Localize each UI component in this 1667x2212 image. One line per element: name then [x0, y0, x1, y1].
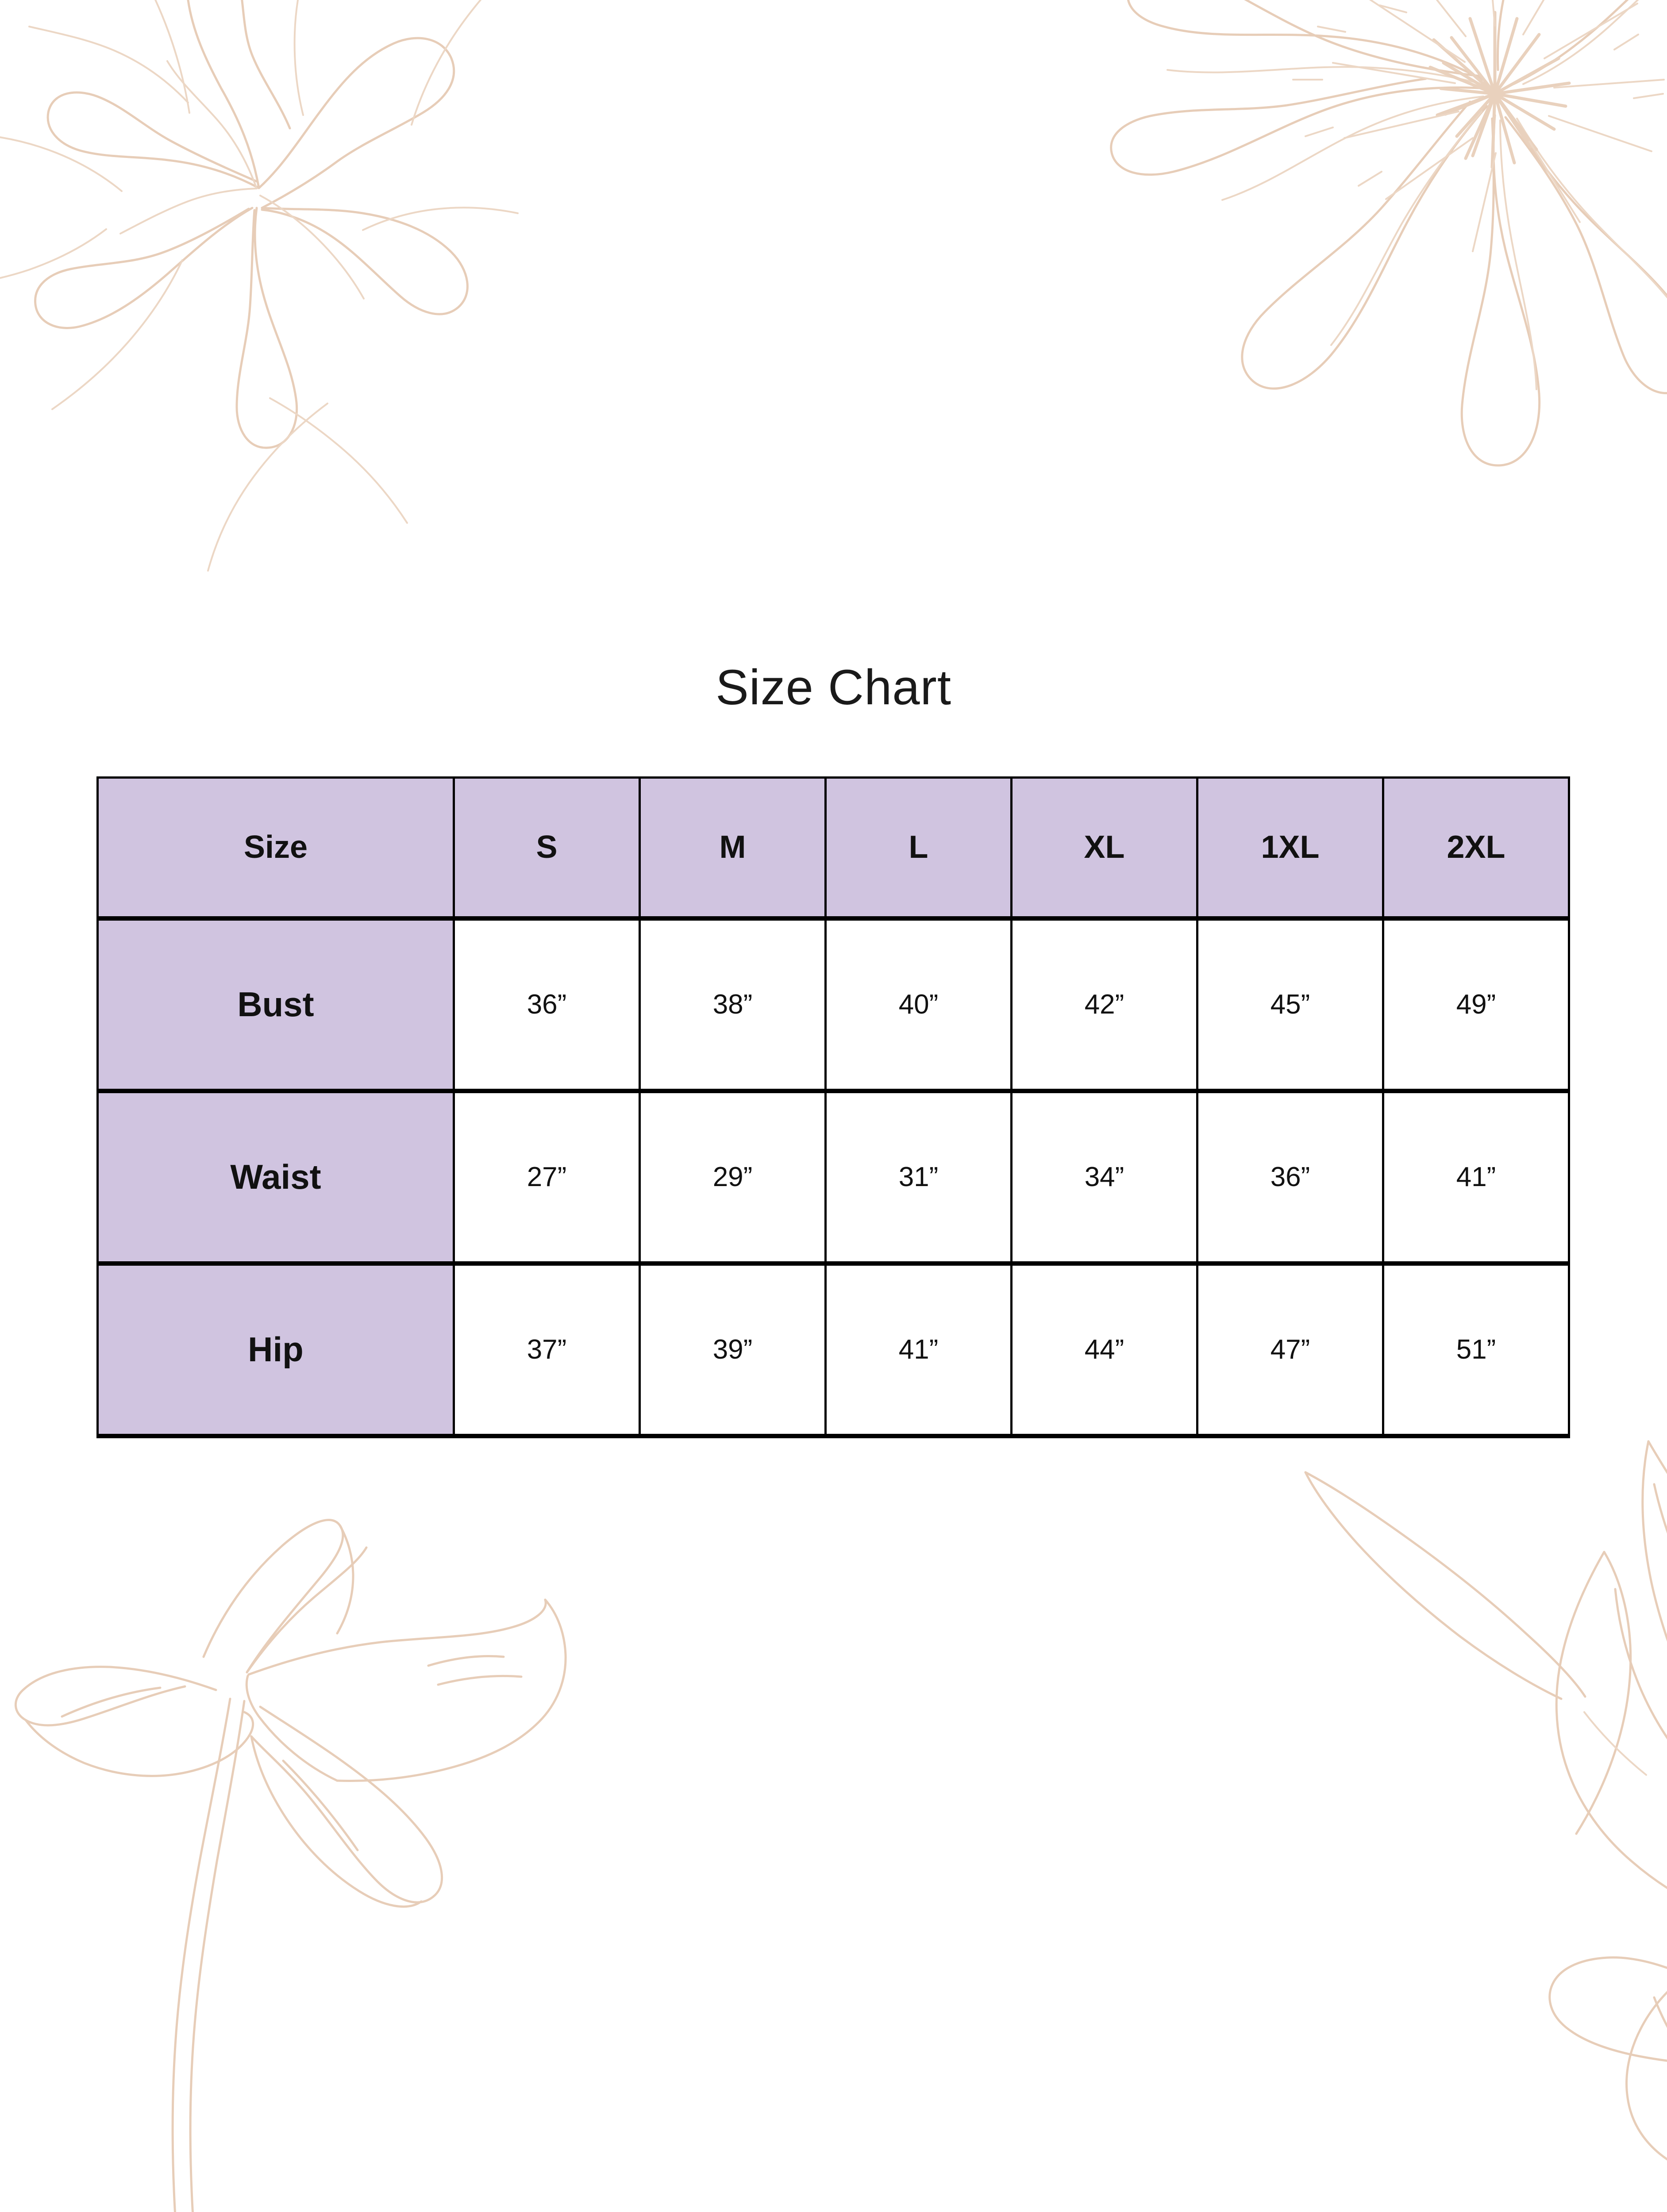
- table-row-bust: Bust 36” 38” 40” 42” 45” 49”: [96, 916, 1570, 1092]
- column-header-l: L: [824, 776, 1013, 921]
- cell-bust-xl: 42”: [1010, 916, 1198, 1092]
- size-chart-table-container: Size S M L XL 1XL 2XL Bust 36” 38” 40” 4…: [96, 776, 1570, 1438]
- cell-waist-xl: 34”: [1010, 1088, 1198, 1264]
- column-header-2xl: 2XL: [1382, 776, 1570, 921]
- table-row-hip: Hip 37” 39” 41” 44” 47” 51”: [96, 1261, 1570, 1438]
- column-header-m: M: [639, 776, 827, 921]
- size-chart-table: Size S M L XL 1XL 2XL Bust 36” 38” 40” 4…: [96, 776, 1570, 1438]
- cell-waist-s: 27”: [453, 1088, 641, 1264]
- cell-hip-xl: 44”: [1010, 1261, 1198, 1438]
- cell-waist-l: 31”: [824, 1088, 1013, 1264]
- row-label-hip: Hip: [96, 1261, 455, 1438]
- cell-waist-m: 29”: [639, 1088, 827, 1264]
- trillium-flower-outline: [0, 1407, 571, 2212]
- column-header-size: Size: [96, 776, 455, 921]
- cell-hip-l: 41”: [824, 1261, 1013, 1438]
- cell-hip-s: 37”: [453, 1261, 641, 1438]
- cell-bust-l: 40”: [824, 916, 1013, 1092]
- cell-bust-1xl: 45”: [1196, 916, 1384, 1092]
- row-label-waist: Waist: [96, 1088, 455, 1264]
- column-header-1xl: 1XL: [1196, 776, 1384, 921]
- column-header-xl: XL: [1010, 776, 1198, 921]
- cell-bust-m: 38”: [639, 916, 827, 1092]
- cell-bust-2xl: 49”: [1382, 916, 1570, 1092]
- peony-flower-outline: [0, 0, 522, 659]
- cell-hip-2xl: 51”: [1382, 1261, 1570, 1438]
- cell-bust-s: 36”: [453, 916, 641, 1092]
- row-label-bust: Bust: [96, 916, 455, 1092]
- cell-hip-1xl: 47”: [1196, 1261, 1384, 1438]
- cell-waist-1xl: 36”: [1196, 1088, 1384, 1264]
- cell-waist-2xl: 41”: [1382, 1088, 1570, 1264]
- cell-hip-m: 39”: [639, 1261, 827, 1438]
- clematis-flower-outline: [912, 0, 1667, 646]
- table-row-waist: Waist 27” 29” 31” 34” 36” 41”: [96, 1088, 1570, 1264]
- leaf-blades-outline: [1204, 1407, 1667, 2212]
- table-header-row: Size S M L XL 1XL 2XL: [96, 776, 1570, 921]
- page-title: Size Chart: [716, 660, 951, 715]
- column-header-s: S: [453, 776, 641, 921]
